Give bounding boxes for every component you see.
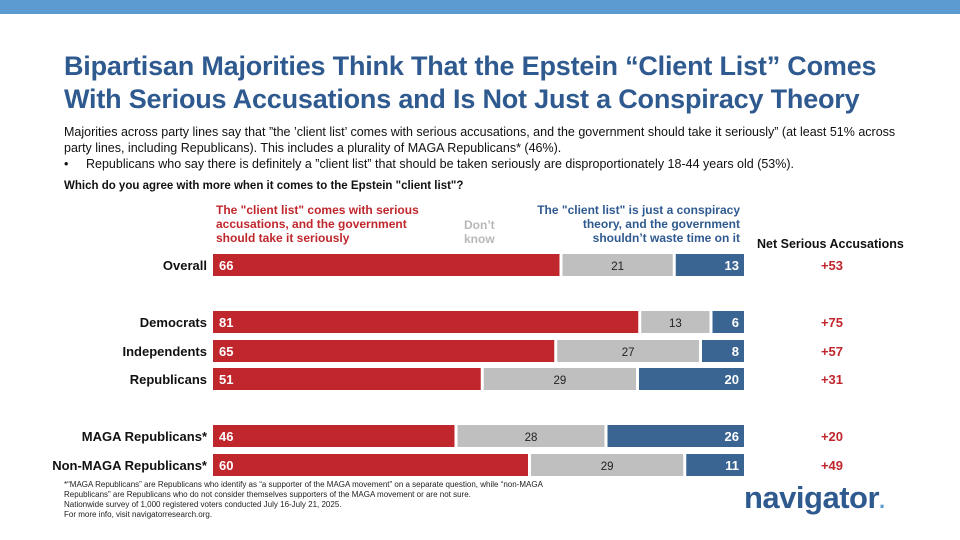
net-value: +75 <box>821 315 843 330</box>
bar-value-label: 29 <box>601 461 614 473</box>
bar-value-label: 26 <box>725 429 739 444</box>
bar-value-label: 21 <box>611 261 624 273</box>
footnote-line: Nationwide survey of 1,000 registered vo… <box>64 500 342 509</box>
net-value: +31 <box>821 372 843 387</box>
bar-value-label: 66 <box>219 258 233 273</box>
net-value: +49 <box>821 458 843 473</box>
bar-segment-serious <box>213 368 481 390</box>
footnote-line: *“MAGA Republicans” are Republicans who … <box>64 480 543 489</box>
subtitle: Majorities across party lines say that ”… <box>64 125 896 155</box>
bar-segment-serious <box>213 425 455 447</box>
bar-segment-conspiracy <box>675 254 744 276</box>
bar-segment-conspiracy <box>702 340 744 362</box>
bar-value-label: 13 <box>669 318 682 330</box>
bullet-text: Republicans who say there is definitely … <box>86 157 795 171</box>
title-line-1: Bipartisan Majorities Think That the Eps… <box>64 51 877 81</box>
bar-value-label: 28 <box>525 432 538 444</box>
bar-segment-serious <box>213 311 639 333</box>
bar-segment-conspiracy <box>686 454 744 476</box>
category-label: Overall <box>163 258 207 273</box>
logo-dot: . <box>879 488 885 513</box>
bar-value-label: 20 <box>725 372 739 387</box>
legend-conspiracy: The "client list" is just a conspiracy t… <box>537 203 740 245</box>
bar-value-label: 27 <box>622 347 635 359</box>
bar-value-label: 6 <box>732 315 739 330</box>
category-label: Republicans <box>130 372 207 387</box>
bar-segment-serious <box>213 254 560 276</box>
bar-segment-dont-know <box>641 311 710 333</box>
category-label: Independents <box>122 344 207 359</box>
net-column-header: Net Serious Accusations <box>757 237 904 251</box>
legend-serious: The "client list" comes with serious acc… <box>216 203 419 245</box>
legend-dont-know: Don’t know <box>464 218 495 246</box>
logo-text: navigator <box>744 480 880 515</box>
net-value: +53 <box>821 258 843 273</box>
bar-segment-conspiracy <box>712 311 744 333</box>
bar-segment-conspiracy <box>607 425 744 447</box>
category-label: Democrats <box>140 315 207 330</box>
bar-value-label: 46 <box>219 429 233 444</box>
top-accent-bar <box>0 0 960 14</box>
bar-value-label: 13 <box>725 258 739 273</box>
bar-segment-serious <box>213 454 528 476</box>
bar-value-label: 29 <box>553 375 566 387</box>
survey-question: Which do you agree with more when it com… <box>64 180 464 192</box>
net-value: +57 <box>821 344 843 359</box>
bar-value-label: 81 <box>219 315 233 330</box>
footnote: *“MAGA Republicans” are Republicans who … <box>64 480 644 520</box>
category-label: MAGA Republicans* <box>82 429 208 444</box>
footnote-line: Republicans” are Republicans who do not … <box>64 490 471 499</box>
bar-value-label: 60 <box>219 458 233 473</box>
bar-segment-dont-know <box>457 425 605 447</box>
title-line-2: With Serious Accusations and Is Not Just… <box>64 84 860 114</box>
net-value: +20 <box>821 429 843 444</box>
bar-segment-dont-know <box>562 254 673 276</box>
bar-value-label: 65 <box>219 344 233 359</box>
page-title: Bipartisan Majorities Think That the Eps… <box>64 50 944 116</box>
bar-value-label: 8 <box>732 344 739 359</box>
footnote-line: For more info, visit navigatorresearch.o… <box>64 510 213 519</box>
bar-segment-serious <box>213 340 555 362</box>
bar-segment-dont-know <box>557 340 699 362</box>
bar-segment-dont-know <box>531 454 684 476</box>
category-label: Non-MAGA Republicans* <box>52 458 208 473</box>
bar-segment-conspiracy <box>639 368 744 390</box>
bar-value-label: 11 <box>725 458 739 473</box>
bar-value-label: 51 <box>219 372 233 387</box>
navigator-logo: navigator. <box>744 480 885 516</box>
bullet-note: • Republicans who say there is definitely… <box>64 156 924 172</box>
bullet-dot: • <box>64 157 69 171</box>
bar-segment-dont-know <box>483 368 636 390</box>
